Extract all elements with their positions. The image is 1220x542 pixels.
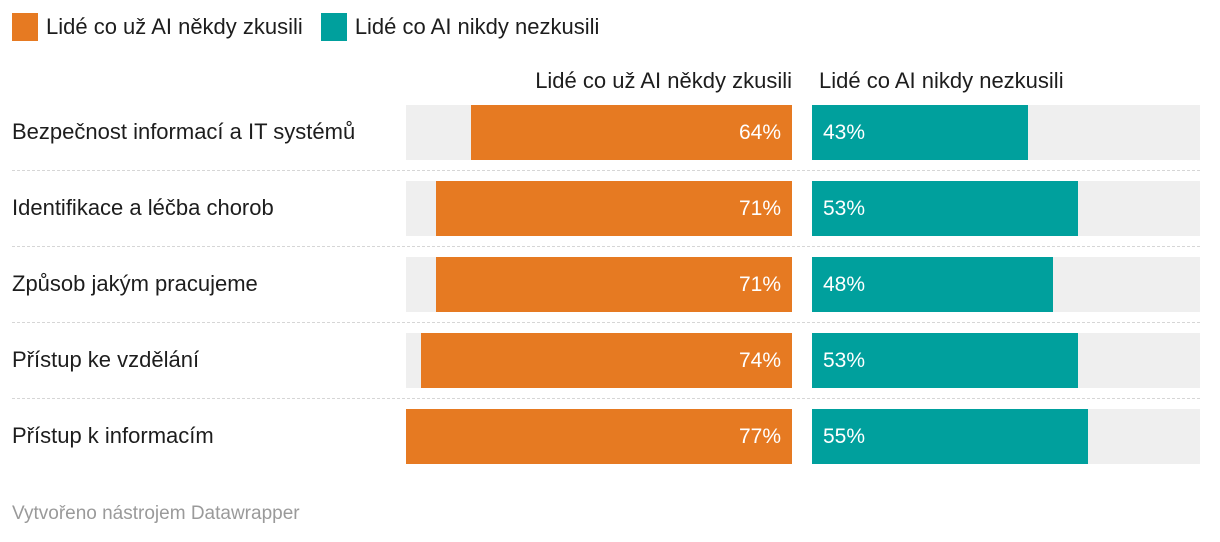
bar-value-label-never-tried: 43% [823, 121, 866, 144]
legend-label-never-tried: Lidé co AI nikdy nezkusili [354, 14, 600, 39]
bar-value-label-tried: 71% [738, 197, 781, 220]
bar-value-label-tried: 74% [738, 349, 781, 372]
row-label: Přístup ke vzdělání [12, 347, 200, 372]
legend-item-never-tried: Lidé co AI nikdy nezkusili [320, 13, 600, 41]
bar-never-tried [812, 105, 1028, 160]
legend-swatch-tried [12, 13, 38, 41]
bar-tried [421, 333, 792, 388]
legend: Lidé co už AI někdy zkusili Lidé co AI n… [12, 12, 599, 42]
bar-value-label-never-tried: 53% [823, 349, 866, 372]
bar-value-label-never-tried: 48% [823, 273, 866, 296]
row-divider [12, 246, 1200, 247]
bar-tried [436, 257, 792, 312]
bar-value-label-never-tried: 53% [823, 197, 866, 220]
bar-value-label-tried: 71% [738, 273, 781, 296]
bar-never-tried [812, 181, 1078, 236]
bar-never-tried [812, 257, 1053, 312]
bar-value-label-tried: 77% [738, 425, 781, 448]
footer-credit: Vytvořeno nástrojem Datawrapper [12, 503, 300, 524]
bar-never-tried [812, 409, 1088, 464]
bar-value-label-never-tried: 55% [823, 425, 866, 448]
bar-tried [406, 409, 792, 464]
bar-never-tried [812, 333, 1078, 388]
row-label: Bezpečnost informací a IT systémů [12, 119, 356, 144]
row-label: Přístup k informacím [12, 423, 214, 448]
legend-label-tried: Lidé co už AI někdy zkusili [46, 14, 303, 39]
row-divider [12, 170, 1200, 171]
column-header-never-tried: Lidé co AI nikdy nezkusili [819, 68, 1064, 93]
row-divider [12, 398, 1200, 399]
legend-item-tried: Lidé co už AI někdy zkusili [12, 13, 303, 41]
bar-tried [471, 105, 792, 160]
bar-value-label-tried: 64% [738, 121, 781, 144]
row-label: Způsob jakým pracujeme [12, 271, 258, 296]
bar-tried [436, 181, 792, 236]
row-label: Identifikace a léčba chorob [12, 195, 274, 220]
row-divider [12, 322, 1200, 323]
legend-swatch-never-tried [320, 13, 347, 41]
column-header-tried: Lidé co už AI někdy zkusili [535, 68, 792, 93]
